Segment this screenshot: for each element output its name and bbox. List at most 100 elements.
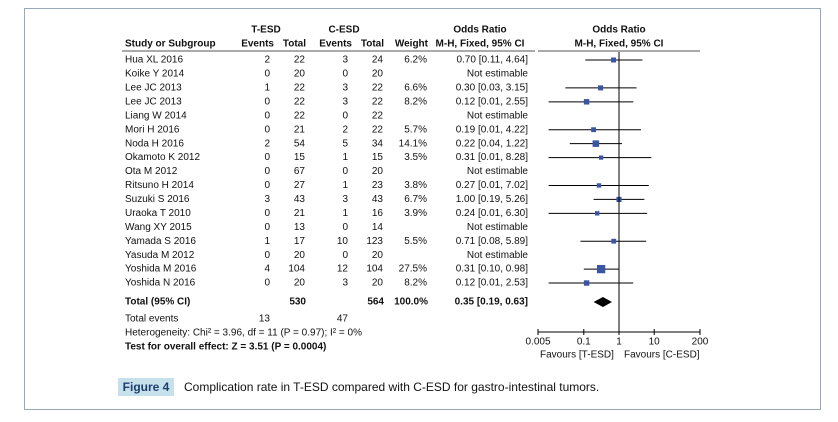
overall-effect: Test for overall effect: Z = 3.51 (P = 0… xyxy=(125,342,326,353)
total-diamond xyxy=(593,297,612,307)
or-square xyxy=(611,238,617,244)
total-or: 0.35 [0.19, 0.63] xyxy=(455,297,528,308)
t-events: 0 xyxy=(264,110,270,121)
odds-ratio: 0.31 [0.10, 0.98] xyxy=(456,264,529,275)
total-t: 530 xyxy=(289,297,306,308)
study-name: Ota M 2012 xyxy=(125,166,178,177)
c-total: 20 xyxy=(372,69,384,80)
or-square xyxy=(598,155,604,160)
odds-ratio: Not estimable xyxy=(467,69,529,80)
study-name: Lee JC 2013 xyxy=(125,83,182,94)
column-header: Events xyxy=(319,39,352,50)
odds-ratio: 0.22 [0.04, 1.22] xyxy=(456,138,529,149)
c-total: 14 xyxy=(372,222,384,233)
study-name: Liang W 2014 xyxy=(125,110,187,121)
weight: 6.7% xyxy=(404,194,427,205)
c-events: 3 xyxy=(342,194,348,205)
c-events: 3 xyxy=(342,83,348,94)
or-square xyxy=(591,127,597,133)
or-square xyxy=(611,57,617,63)
c-total: 43 xyxy=(372,194,384,205)
t-events: 1 xyxy=(264,236,270,247)
c-total: 20 xyxy=(372,250,384,261)
t-total: 54 xyxy=(294,138,306,149)
x-tick-label: 1 xyxy=(616,337,622,348)
t-events: 2 xyxy=(264,138,270,149)
c-events: 12 xyxy=(337,264,349,275)
odds-ratio: Not estimable xyxy=(467,166,529,177)
t-total: 43 xyxy=(294,194,306,205)
group-header: T-ESD xyxy=(251,25,280,36)
t-total: 104 xyxy=(288,264,305,275)
or-header: Odds Ratio xyxy=(453,25,506,36)
caption-label: Figure 4 xyxy=(123,380,170,394)
c-events: 0 xyxy=(342,250,348,261)
c-events: 3 xyxy=(342,55,348,66)
favours-right: Favours [C-ESD] xyxy=(624,350,700,361)
c-total: 15 xyxy=(372,152,384,163)
study-name: Hua XL 2016 xyxy=(125,55,183,66)
t-events: 0 xyxy=(264,278,270,289)
c-events: 1 xyxy=(342,180,348,191)
odds-ratio: 0.24 [0.01, 6.30] xyxy=(456,208,529,219)
t-events: 0 xyxy=(264,208,270,219)
column-header: Study or Subgroup xyxy=(125,39,216,50)
c-events: 3 xyxy=(342,96,348,107)
odds-ratio: 0.12 [0.01, 2.55] xyxy=(456,96,529,107)
c-total: 104 xyxy=(366,264,383,275)
odds-ratio: 0.31 [0.01, 8.28] xyxy=(456,152,529,163)
x-tick-label: 200 xyxy=(692,337,709,348)
t-events: 0 xyxy=(264,152,270,163)
x-tick-label: 10 xyxy=(649,337,661,348)
t-total: 20 xyxy=(294,278,306,289)
or-square xyxy=(596,183,602,188)
caption-label-box xyxy=(118,378,174,396)
c-total: 22 xyxy=(372,110,384,121)
total-events-t: 13 xyxy=(259,314,271,325)
t-events: 0 xyxy=(264,222,270,233)
t-total: 67 xyxy=(294,166,306,177)
c-total: 20 xyxy=(372,278,384,289)
weight: 27.5% xyxy=(399,264,427,275)
t-total: 17 xyxy=(294,236,306,247)
column-header: Total xyxy=(283,39,306,50)
t-total: 20 xyxy=(294,69,306,80)
t-events: 0 xyxy=(264,180,270,191)
or-square xyxy=(598,85,604,91)
study-name: Mori H 2016 xyxy=(125,124,180,135)
t-events: 3 xyxy=(264,194,270,205)
t-events: 0 xyxy=(264,96,270,107)
study-name: Yamada S 2016 xyxy=(125,236,196,247)
c-total: 20 xyxy=(372,166,384,177)
study-name: Yoshida N 2016 xyxy=(125,278,196,289)
total-events-c: 47 xyxy=(337,314,349,325)
odds-ratio: 0.30 [0.03, 3.15] xyxy=(456,83,529,94)
c-events: 0 xyxy=(342,110,348,121)
c-total: 22 xyxy=(372,124,384,135)
weight: 6.2% xyxy=(404,55,427,66)
heterogeneity: Heterogeneity: Chi² = 3.96, df = 11 (P =… xyxy=(125,328,362,339)
weight: 6.6% xyxy=(404,83,427,94)
or-header: M-H, Fixed, 95% CI xyxy=(436,39,525,50)
c-events: 2 xyxy=(342,124,348,135)
t-total: 22 xyxy=(294,96,306,107)
weight: 3.9% xyxy=(404,208,427,219)
plot-header: Odds Ratio xyxy=(592,25,645,36)
or-square xyxy=(583,280,590,286)
t-total: 22 xyxy=(294,55,306,66)
caption-text: Complication rate in T-ESD compared with… xyxy=(184,380,599,394)
t-total: 22 xyxy=(294,83,306,94)
study-name: Ritsuno H 2014 xyxy=(125,180,194,191)
total-c: 564 xyxy=(367,297,384,308)
study-name: Yoshida M 2016 xyxy=(125,264,197,275)
odds-ratio: Not estimable xyxy=(467,110,529,121)
study-name: Yasuda M 2012 xyxy=(125,250,195,261)
t-total: 22 xyxy=(294,110,306,121)
plot-header: M-H, Fixed, 95% CI xyxy=(575,39,664,50)
t-events: 0 xyxy=(264,250,270,261)
t-events: 2 xyxy=(264,55,270,66)
c-events: 0 xyxy=(342,166,348,177)
column-header: Events xyxy=(241,39,274,50)
c-total: 22 xyxy=(372,96,384,107)
odds-ratio: 0.27 [0.01, 7.02] xyxy=(456,180,529,191)
